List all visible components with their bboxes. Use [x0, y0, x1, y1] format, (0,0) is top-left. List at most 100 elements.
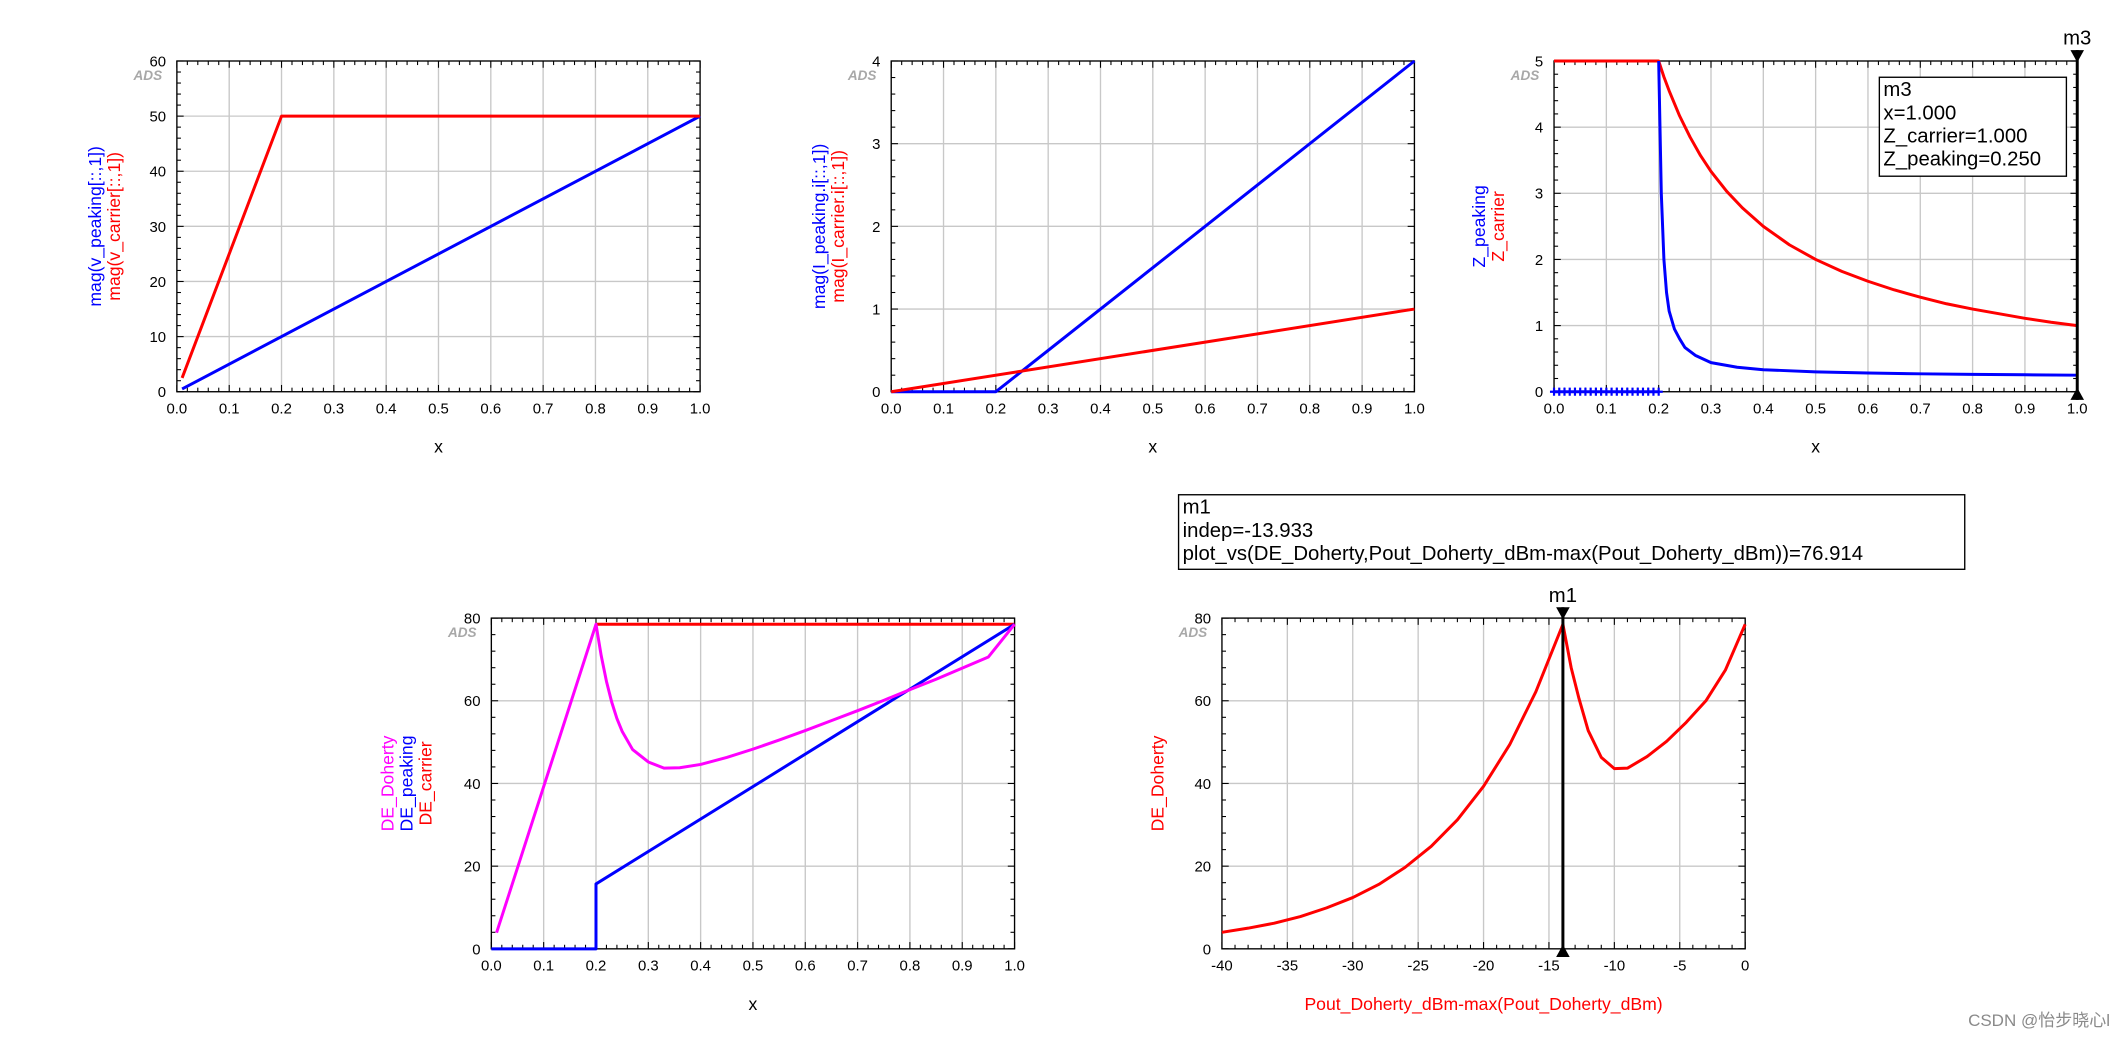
x-tick-label: 0.5: [743, 959, 764, 975]
x-tick-label: 0.1: [933, 401, 954, 417]
y-tick-label: 40: [1195, 777, 1212, 793]
x-tick-label: -30: [1342, 959, 1364, 975]
x-tick-label: 0.4: [1753, 401, 1774, 417]
x-tick-label: 1.0: [1404, 401, 1425, 417]
marker-readout-line: x=1.000: [1883, 102, 1956, 124]
y-tick-label: 4: [1535, 121, 1543, 137]
x-tick-label: 0.0: [1544, 401, 1565, 417]
series-line: [181, 114, 701, 391]
x-axis-label: x: [1811, 437, 1820, 457]
x-tick-label: 0.1: [1596, 401, 1617, 417]
ads-logo: ADS: [1178, 625, 1208, 640]
y-tick-label: 40: [149, 165, 166, 181]
plot-frame: [176, 60, 701, 393]
i-plot: 0.0 0.1 0.2 0.3 0.4 0.5 0.6 0.7 0.8 0.9 1.0 0 1 2 3 4AD…: [809, 54, 1425, 456]
x-tick-label: 0.0: [481, 959, 502, 975]
x-tick-label: -5: [1673, 959, 1686, 975]
x-tick-label: 0.0: [167, 401, 188, 417]
ads-logo: ADS: [447, 625, 477, 640]
x-tick-label: -20: [1473, 959, 1495, 975]
x-tick-label: -15: [1538, 959, 1560, 975]
x-tick-label: 1.0: [2067, 401, 2088, 417]
x-axis-label: x: [434, 437, 443, 457]
marker-readout-line: Z_carrier=1.000: [1883, 125, 2027, 147]
y-tick-label: 20: [1195, 860, 1212, 876]
x-tick-label: 0: [1741, 959, 1749, 975]
x-tick-label: -10: [1604, 959, 1626, 975]
y-tick-label: 3: [1535, 187, 1543, 203]
y-axis-label: DE_Doherty: [1148, 735, 1169, 831]
marker-readout-line: indep=-13.933: [1183, 520, 1314, 542]
x-tick-label: 0.7: [847, 959, 868, 975]
y-tick-label: 80: [464, 612, 481, 628]
marker-triangle-top: [1556, 607, 1570, 620]
y-axis-label: DE_Doherty: [378, 735, 399, 831]
plot-frame: [890, 60, 1416, 393]
x-tick-label: -40: [1211, 959, 1233, 975]
y-tick-label: 0: [1203, 942, 1211, 958]
data-point-marker: [1654, 387, 1663, 396]
y-tick-label: 2: [872, 220, 880, 236]
marker-readout-line: m3: [1883, 79, 1911, 101]
watermark-text: CSDN @怡步晓心l: [1968, 1011, 2110, 1030]
x-tick-label: 0.4: [376, 401, 397, 417]
plot-frame: [490, 617, 1016, 950]
de-plot: 0.0 0.1 0.2 0.3 0.4 0.5 0.6 0.7 0.8 0.9 1.0 0 20 40 60…: [378, 612, 1025, 1014]
x-tick-label: 0.7: [1910, 401, 1931, 417]
x-tick-label: 0.8: [900, 959, 921, 975]
y-axis-label: DE_peaking: [397, 735, 418, 831]
marker-triangle-bottom: [1556, 944, 1570, 957]
ads-logo: ADS: [1510, 68, 1540, 83]
x-tick-label: 0.1: [533, 959, 554, 975]
series-line: [491, 623, 1016, 951]
series-line: [1657, 60, 2078, 377]
x-tick-label: 0.3: [638, 959, 659, 975]
x-tick-label: 0.2: [985, 401, 1006, 417]
ads-logo: ADS: [847, 68, 877, 83]
series-line: [180, 114, 701, 379]
y-tick-label: 50: [149, 110, 166, 126]
x-tick-label: 0.8: [585, 401, 606, 417]
x-tick-label: 0.3: [1701, 401, 1722, 417]
x-tick-label: 0.9: [2015, 401, 2036, 417]
x-tick-label: -35: [1277, 959, 1299, 975]
x-tick-label: 0.3: [1038, 401, 1059, 417]
x-tick-label: 0.6: [1195, 401, 1216, 417]
y-axis-label: DE_carrier: [416, 741, 437, 825]
x-tick-label: 0.5: [428, 401, 449, 417]
marker-readout-box: [1878, 76, 2068, 177]
y-tick-label: 20: [149, 275, 166, 291]
y-axis-label: mag(v_peaking[::,1]): [85, 146, 106, 307]
x-tick-label: 0.3: [323, 401, 344, 417]
x-tick-label: 0.5: [1805, 401, 1826, 417]
ads-logo: ADS: [133, 68, 163, 83]
y-tick-label: 1: [872, 302, 880, 318]
y-tick-label: 0: [1535, 385, 1543, 401]
marker-name: m3: [2063, 28, 2091, 50]
series-line: [495, 622, 1016, 934]
x-tick-label: 0.7: [1247, 401, 1268, 417]
y-axis-label: Z_peaking: [1469, 185, 1490, 267]
x-axis-label: Pout_Doherty_dBm-max(Pout_Doherty_dBm): [1304, 994, 1662, 1015]
y-axis-label: Z_carrier: [1488, 191, 1509, 262]
y-tick-label: 20: [464, 860, 481, 876]
v-plot: 0.0 0.1 0.2 0.3 0.4 0.5 0.6 0.7 0.8 0.9 1.0 0 10 20 30…: [85, 54, 710, 456]
x-axis-label: x: [1148, 437, 1157, 457]
y-tick-label: 0: [158, 385, 166, 401]
x-tick-label: 1.0: [1004, 959, 1025, 975]
marker-readout-line: m1: [1183, 497, 1211, 519]
y-tick-label: 60: [464, 694, 481, 710]
series-line: [891, 59, 1416, 394]
y-axis-label: mag(I_carrier.i[::,1]): [828, 150, 849, 303]
x-tick-label: 0.2: [586, 959, 607, 975]
series-line: [1554, 59, 2078, 328]
y-tick-label: 4: [872, 54, 880, 70]
y-tick-label: 0: [872, 385, 880, 401]
x-tick-label: 0.9: [1352, 401, 1373, 417]
y-tick-label: 1: [1535, 319, 1543, 335]
x-tick-label: 0.8: [1962, 401, 1983, 417]
x-tick-label: 0.8: [1299, 401, 1320, 417]
y-tick-label: 30: [149, 220, 166, 236]
